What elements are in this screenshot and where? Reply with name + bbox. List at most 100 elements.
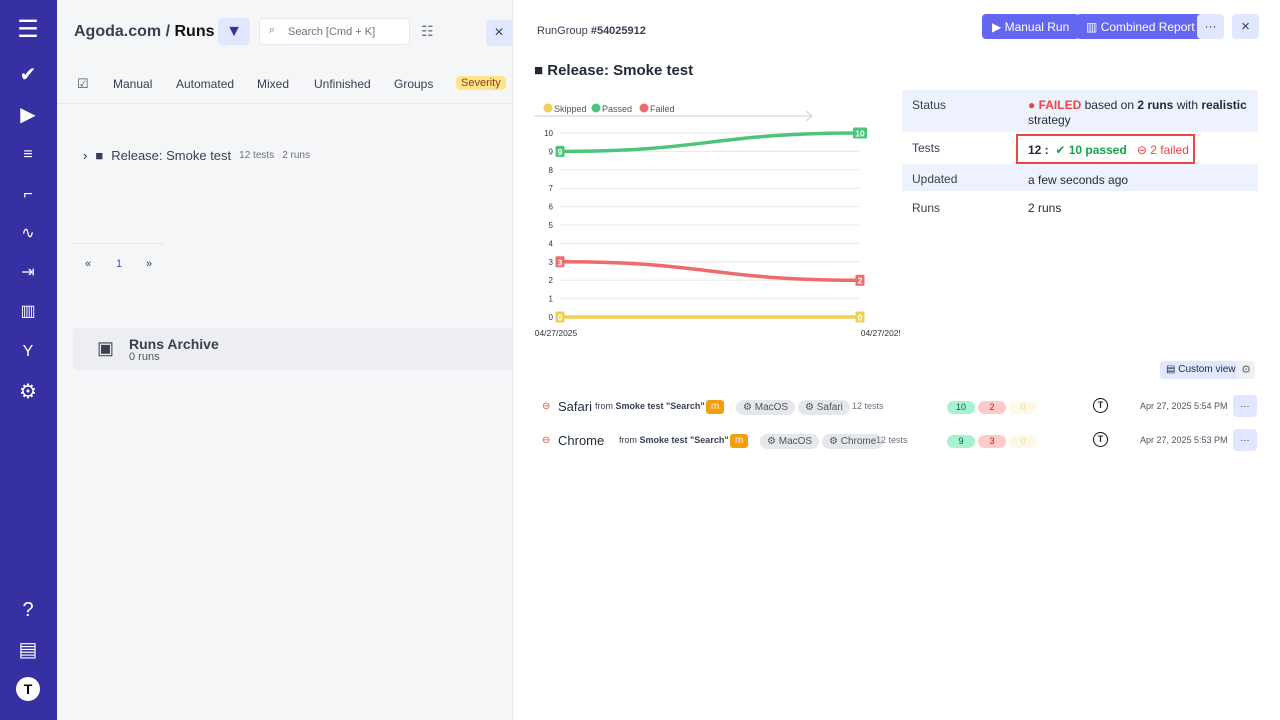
tab-severity[interactable]: Severity [456,76,506,90]
status-value: ● FAILED based on 2 runs with realistic … [1028,98,1247,127]
tests-row: Tests 12 : ✔ 10 passed ⊖ 2 failed [902,133,1258,164]
manual-badge: m [730,434,748,448]
group-tests: 12 tests [239,150,275,161]
series-line [559,131,861,154]
gear-icon[interactable]: ⚙ [19,381,37,403]
data-label-box [555,256,565,268]
data-label-box [555,145,565,157]
runs-value: 2 runs [1028,201,1062,215]
combined-report-button[interactable]: ▥ Combined Report [1076,14,1205,39]
y-tick-label: 6 [549,203,554,212]
select-all-icon[interactable]: ☑ [77,76,89,91]
detail-title: ■ Release: Smoke test [534,62,694,79]
steps-icon[interactable]: ⌐ [23,186,33,203]
env-tag: ⚙ Chrome [822,434,884,449]
project-link[interactable]: Agoda.com [74,23,162,40]
failed-count: 3 [978,435,1006,448]
next-page[interactable]: » [146,258,153,270]
data-label-box [555,311,565,323]
pagination-line [73,243,165,244]
chevron-right-icon[interactable]: › [83,148,88,163]
tab-unfinished[interactable]: Unfinished [314,77,371,91]
breadcrumb: Agoda.com / Runs [74,23,214,41]
tab-automated[interactable]: Automated [176,77,235,91]
run-row[interactable]: ⊖ Safari from Smoke test "Search" m ⚙ Ma… [540,395,1260,419]
legend-marker [639,103,649,113]
folders-icon[interactable]: ▤ [18,639,38,661]
pulse-icon[interactable]: ∿ [21,225,35,242]
run-name[interactable]: Chrome [558,433,605,448]
close-panel-button[interactable]: × [486,20,512,46]
rungroup-id: RunGroup #54025912 [537,25,646,37]
y-tick-label: 2 [549,276,554,285]
prev-page[interactable]: « [85,258,92,270]
folder-icon: ■ [95,148,104,163]
menu-icon[interactable]: ☰ [17,16,39,43]
failed-status-icon: ⊖ [542,435,551,446]
rungroup-tree-item[interactable]: › ■ Release: Smoke test 12 tests 2 runs [83,148,310,163]
run-name[interactable]: Safari [558,399,592,414]
legend-item[interactable]: Skipped [543,103,587,115]
skipped-count: 0 [1009,435,1037,448]
status-row: Status ● FAILED based on 2 runs with rea… [902,90,1258,132]
legend-label: Passed [602,104,632,114]
legend-item[interactable]: Failed [639,103,675,115]
search-placeholder: Search [Cmd + K] [288,26,376,38]
user-avatar-icon: T [1093,398,1108,413]
tests-failed: ⊖ 2 failed [1136,143,1189,157]
search-icon: ⌕ [269,24,276,36]
run-row[interactable]: ⊖ Chrome from Smoke test "Search" m ⚙ Ma… [540,429,1260,453]
data-label: 10 [855,129,865,139]
page-title: Runs [174,23,215,40]
help-icon[interactable]: ? [22,599,34,621]
legend-item[interactable]: Passed [591,103,633,115]
env-tag: ⚙ MacOS [736,400,796,415]
analytics-icon[interactable]: ▥ [20,303,36,320]
run-more-button[interactable]: ··· [1233,429,1257,451]
custom-view-button[interactable]: ▤ Custom view [1160,361,1242,379]
runs-label: Runs [912,201,941,215]
search-input[interactable]: ⌕ Search [Cmd + K] [259,18,410,45]
passed-count: 9 [947,435,975,448]
check-icon[interactable]: ✔ [19,64,37,86]
run-more-button[interactable]: ··· [1233,395,1257,417]
settings-icon[interactable]: ⚙ [1237,361,1255,379]
data-label: 0 [858,313,863,323]
play-icon: ▶ [992,20,1002,34]
branch-icon[interactable]: Y [22,343,34,360]
filter-button[interactable]: ▼ [218,18,250,45]
group-runs: 2 runs [282,150,310,161]
run-source: from Smoke test "Search" [619,435,729,445]
tab-manual[interactable]: Manual [113,77,153,91]
sliders-icon[interactable]: ☷ [421,23,434,39]
tests-passed: ✔ 10 passed [1055,143,1127,157]
import-icon[interactable]: ⇥ [21,264,35,281]
updated-label: Updated [912,172,958,186]
manual-badge: m [706,400,724,414]
runs-panel: Agoda.com / Runs ▼ ⌕ Search [Cmd + K] ☷ … [57,0,512,720]
manual-run-button[interactable]: ▶ Manual Run [982,14,1080,39]
run-date: Apr 27, 2025 5:54 PM [1140,401,1228,411]
close-button[interactable]: × [1232,14,1259,39]
play-icon[interactable]: ▶ [20,104,36,126]
env-tag: ⚙ MacOS [760,434,820,449]
more-button[interactable]: ··· [1197,14,1224,39]
runs-archive[interactable]: ▣ Runs Archive 0 runs [73,328,512,370]
tests-label: Tests [912,141,941,155]
updated-row: Updated a few seconds ago [902,164,1258,191]
tab-groups[interactable]: Groups [394,77,434,91]
data-label: 9 [558,147,563,157]
scroll-arrow [534,110,813,122]
archive-icon: ▣ [97,338,115,358]
page-1[interactable]: 1 [116,258,123,270]
runs-chart: Skipped Passed Failed01234567891004/27/202… [534,103,900,338]
failed-count: 2 [978,401,1006,414]
env-tag: ⚙ Safari [798,400,850,415]
user-avatar-icon[interactable]: T [16,677,40,701]
list-check-icon[interactable]: ≡ [23,146,33,163]
tab-mixed[interactable]: Mixed [257,77,290,91]
y-tick-label: 4 [549,239,554,248]
y-tick-label: 10 [544,129,553,138]
updated-value: a few seconds ago [1028,173,1129,187]
passed-count: 10 [947,401,975,414]
